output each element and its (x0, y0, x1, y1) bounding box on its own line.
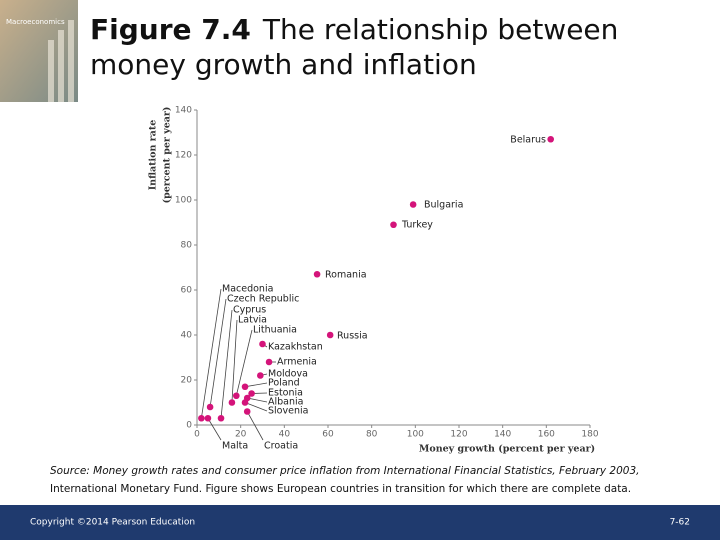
footer-bar (0, 505, 720, 540)
x-tick-label: 100 (407, 430, 424, 440)
y-tick-label: 140 (175, 106, 192, 116)
cover-bar (68, 20, 74, 102)
x-tick-label: 160 (538, 430, 555, 440)
y-tick-label: 120 (175, 151, 192, 161)
point (228, 399, 236, 406)
point (204, 414, 212, 422)
point (390, 221, 397, 229)
point-label: Cyprus (233, 305, 266, 316)
slide-title: Figure 7.4 The relationship between (90, 13, 618, 46)
point (326, 331, 334, 339)
leader-line (207, 418, 222, 441)
point (198, 414, 205, 422)
y-tick-label: 80 (181, 241, 193, 251)
point (241, 383, 249, 391)
point-label: Romania (325, 270, 367, 281)
point (248, 390, 255, 397)
leader-line (220, 309, 233, 419)
point-label: Lithuania (253, 325, 297, 336)
point-label: Belarus (510, 135, 546, 146)
point-label: Latvia (238, 315, 267, 326)
title-line-1: The relationship between (262, 13, 619, 46)
point-label: Czech Republic (227, 294, 299, 305)
point (547, 135, 554, 143)
point-label: Turkey (401, 220, 433, 231)
x-tick-label: 40 (279, 430, 291, 440)
cover-bar (48, 40, 54, 102)
point (233, 392, 240, 400)
point-label: Armenia (277, 357, 317, 368)
leader-line (231, 319, 238, 403)
x-tick-label: 20 (235, 430, 247, 440)
y-tick-label: 40 (181, 331, 193, 341)
point-label: Macedonia (222, 284, 273, 295)
leader-line (244, 402, 268, 412)
slide-number: 7-62 (670, 518, 690, 528)
x-tick-label: 60 (322, 430, 334, 440)
point-label: Bulgaria (424, 200, 463, 211)
copyright: Copyright ©2014 Pearson Education (30, 518, 195, 528)
leader-line (246, 411, 264, 441)
point-label: Albania (268, 397, 303, 408)
x-tick-label: 180 (581, 430, 598, 440)
cover-title: Macroeconomics (6, 18, 65, 26)
point-label: Russia (337, 331, 368, 342)
cover-bar (58, 30, 64, 102)
y-axis-title: Inflation rate (148, 120, 159, 191)
y-tick-label: 20 (181, 376, 193, 386)
leader-line (200, 288, 222, 419)
x-tick-label: 140 (494, 430, 511, 440)
x-tick-label: 120 (450, 430, 467, 440)
y-axis-title: (percent per year) (162, 107, 173, 204)
point-label: Kazakhstan (268, 342, 323, 353)
leader-line (247, 397, 268, 403)
title-line-2: money growth and inflation (90, 48, 477, 81)
y-tick-label: 60 (181, 286, 193, 296)
point (265, 358, 273, 366)
point (206, 403, 214, 411)
point (257, 372, 264, 379)
point (409, 201, 417, 208)
point-label: Malta (222, 441, 248, 452)
source-note: International Monetary Fund. Figure show… (50, 483, 631, 495)
y-tick-label: 100 (175, 196, 192, 206)
point-label: Croatia (264, 441, 298, 452)
point (243, 408, 251, 415)
book-cover (0, 0, 78, 102)
figure-number: Figure 7.4 (90, 13, 251, 46)
x-tick-label: 0 (194, 430, 200, 440)
point (313, 270, 321, 278)
y-tick-label: 0 (186, 421, 192, 431)
point (217, 414, 225, 422)
point-label: Poland (268, 378, 300, 389)
point-label: Moldova (268, 369, 308, 380)
leader-line (209, 298, 227, 408)
point-label: Estonia (268, 388, 303, 399)
leader-line (235, 329, 253, 396)
x-tick-label: 80 (366, 430, 378, 440)
point (259, 340, 266, 348)
point-label: Slovenia (268, 406, 308, 417)
x-axis-title: Money growth (percent per year) (419, 444, 595, 455)
leader-line (244, 382, 268, 388)
source-note: Source: Money growth rates and consumer … (50, 465, 639, 477)
point (241, 399, 249, 406)
